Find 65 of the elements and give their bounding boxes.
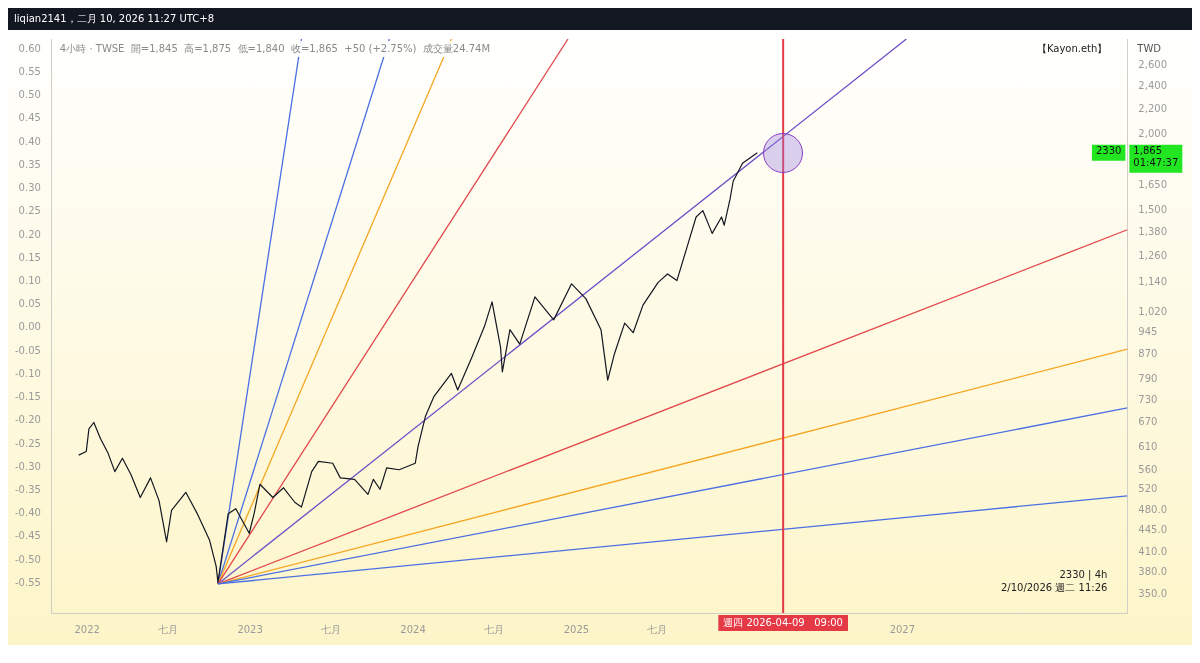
y2-tick-label: 0.50 — [18, 89, 41, 101]
y-tick-label: 1,380 — [1138, 225, 1168, 237]
y-axis-title: TWD — [1136, 42, 1162, 54]
y2-tick-label: 0.45 — [18, 112, 41, 124]
x-tick-label: 七月 — [647, 623, 668, 635]
y-tick-label: 410.0 — [1138, 546, 1168, 558]
y-tick-label: 2,200 — [1138, 102, 1168, 114]
y-tick-label: 380.0 — [1138, 566, 1168, 578]
ref-line-label: 週四 2026-04-09 09:00 — [723, 616, 843, 628]
y-tick-label: 445.0 — [1138, 524, 1168, 536]
y2-tick-label: 0.60 — [18, 42, 41, 54]
y-tick-label: 1,020 — [1138, 305, 1168, 317]
y2-tick-label: -0.50 — [15, 553, 41, 565]
y-tick-label: 1,140 — [1138, 276, 1168, 288]
y-tick-label: 560 — [1138, 463, 1158, 475]
annotation: 2330 — [1095, 145, 1122, 157]
x-tick-label: 2024 — [400, 623, 426, 635]
chart-title: liqian2141，二月 10, 2026 11:27 UTC+8 — [13, 12, 216, 26]
y-tick-label: 1,650 — [1138, 178, 1168, 190]
y2-tick-label: 0.00 — [18, 321, 41, 333]
y2-tick-label: -0.55 — [15, 576, 41, 588]
annotation: 【Kayon.eth】 — [1036, 42, 1108, 54]
y-tick-label: 350.0 — [1138, 587, 1168, 599]
y-tick-label: 2,000 — [1138, 127, 1168, 139]
y-tick-label: 1,500 — [1138, 203, 1168, 215]
y-tick-label: 2,600 — [1138, 58, 1168, 70]
y-tick-label: 610 — [1138, 441, 1158, 453]
y2-tick-label: -0.40 — [15, 507, 41, 519]
chart-subtitle: 4小時 · TWSE 開=1,845 高=1,875 低=1,840 收=1,865 +50 (+2.75%) 成交量24.74M — [59, 42, 491, 54]
y2-tick-label: -0.30 — [15, 460, 41, 472]
x-tick-label: 2027 — [889, 623, 916, 635]
y2-tick-label: 0.20 — [18, 228, 41, 240]
y2-tick-label: -0.35 — [15, 483, 41, 495]
y-tick-label: 480.0 — [1138, 504, 1168, 516]
annotation: 2330 | 4h — [1059, 568, 1108, 581]
x-tick-label: 2022 — [74, 623, 100, 635]
x-tick-label: 2023 — [237, 623, 263, 635]
y-tick-label: 730 — [1138, 393, 1158, 405]
y-tick-label: 945 — [1138, 325, 1158, 337]
y2-tick-label: 0.55 — [18, 66, 41, 78]
y-tick-label: 2,400 — [1138, 79, 1168, 91]
y2-tick-label: 0.10 — [18, 275, 41, 287]
x-tick-label: 2025 — [563, 623, 590, 635]
x-tick-label: 七月 — [320, 623, 341, 635]
x-tick-label: 七月 — [484, 623, 505, 635]
y-tick-label: 870 — [1138, 347, 1158, 359]
y2-tick-label: -0.45 — [15, 530, 41, 542]
y2-tick-label: -0.05 — [15, 344, 41, 356]
y2-tick-label: -0.10 — [15, 367, 41, 379]
y-tick-label: 520 — [1138, 483, 1158, 495]
y2-tick-label: 0.30 — [18, 182, 41, 194]
y-tick-label: 790 — [1138, 373, 1158, 385]
y2-tick-label: 0.35 — [18, 158, 41, 170]
y2-tick-label: -0.15 — [15, 391, 41, 403]
y2-tick-label: 0.15 — [18, 251, 41, 263]
x-tick-label: 七月 — [157, 623, 178, 635]
y-tick-label: 670 — [1138, 416, 1158, 428]
y2-tick-label: 0.05 — [18, 298, 41, 310]
y2-tick-label: 0.40 — [18, 135, 41, 147]
text: 1,865 01:47:37 — [1133, 145, 1179, 169]
y2-tick-label: -0.20 — [15, 414, 41, 426]
y-tick-label: 1,260 — [1138, 249, 1168, 261]
annotation: 2/10/2026 週二 11:26 — [1000, 581, 1108, 593]
y2-tick-label: -0.25 — [15, 437, 41, 449]
y2-tick-label: 0.25 — [18, 205, 41, 217]
